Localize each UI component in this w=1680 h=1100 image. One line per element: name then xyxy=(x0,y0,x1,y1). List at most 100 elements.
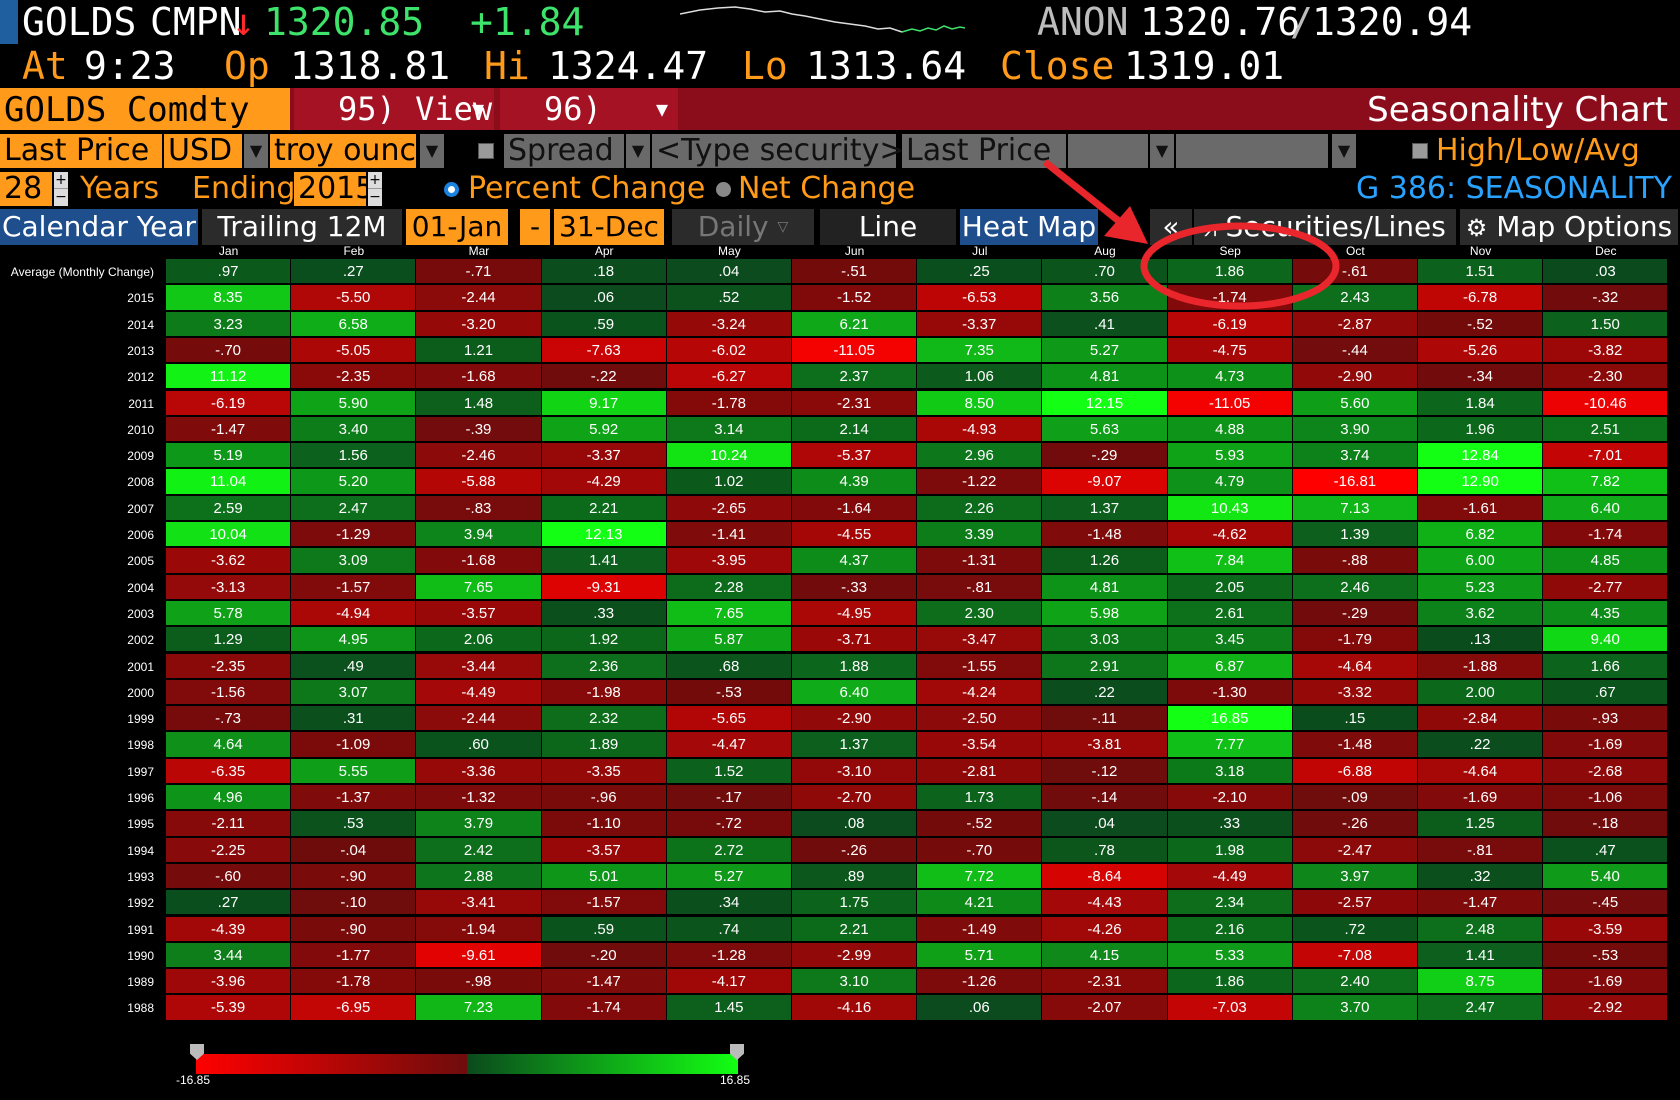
heat-map-cell[interactable]: 2.21 xyxy=(541,495,667,521)
heat-map-cell[interactable]: -16.81 xyxy=(1292,469,1418,495)
heat-map-cell[interactable]: 10.43 xyxy=(1167,495,1293,521)
heat-map-cell[interactable]: -2.31 xyxy=(792,390,918,416)
heat-map-cell[interactable]: 4.35 xyxy=(1543,600,1669,627)
heat-map-cell[interactable]: -3.96 xyxy=(166,969,292,995)
heat-map-cell[interactable]: 4.73 xyxy=(1167,364,1293,390)
heat-map-cell[interactable]: -1.79 xyxy=(1292,627,1418,653)
security-field[interactable]: GOLDS Comdty xyxy=(0,88,290,130)
heat-map-cell[interactable]: -4.75 xyxy=(1167,337,1293,364)
heat-map-cell[interactable]: -3.81 xyxy=(1042,732,1168,758)
heat-map-cell[interactable]: 2.46 xyxy=(1292,574,1418,600)
heat-map-cell[interactable]: -3.54 xyxy=(917,732,1043,758)
heat-map-cell[interactable]: .33 xyxy=(1167,811,1293,837)
heat-map-cell[interactable]: -4.93 xyxy=(917,416,1043,443)
heat-map-cell[interactable]: 11.04 xyxy=(166,469,292,495)
heat-map-cell[interactable]: 3.97 xyxy=(1292,863,1418,890)
heat-map-cell[interactable]: 4.64 xyxy=(166,732,292,758)
heat-map-cell[interactable]: 2.72 xyxy=(666,837,792,863)
heat-map-cell[interactable]: -2.44 xyxy=(416,285,542,311)
heat-map-cell[interactable]: 5.55 xyxy=(291,758,417,784)
view-menu[interactable]: 95) View ▼ xyxy=(294,88,494,130)
heat-map-cell[interactable]: .06 xyxy=(917,995,1043,1021)
heat-map-cell[interactable]: -1.47 xyxy=(1418,890,1544,916)
heat-map-cell[interactable]: -5.65 xyxy=(666,706,792,732)
heat-map-cell[interactable]: 4.81 xyxy=(1042,574,1168,600)
heat-map-cell[interactable]: 2.06 xyxy=(416,627,542,653)
heat-map-cell[interactable]: .59 xyxy=(541,311,667,337)
heat-map-cell[interactable]: 8.75 xyxy=(1418,969,1544,995)
security-input[interactable]: <Type security> xyxy=(652,134,905,168)
heat-map-cell[interactable]: -2.68 xyxy=(1543,758,1669,784)
heat-map-cell[interactable]: -.18 xyxy=(1543,811,1669,837)
heat-map-cell[interactable]: -1.30 xyxy=(1167,679,1293,706)
heat-map-cell[interactable]: 2.91 xyxy=(1042,653,1168,679)
heat-map-cell[interactable]: -6.27 xyxy=(666,364,792,390)
heat-map-cell[interactable]: 6.21 xyxy=(792,311,918,337)
heat-map-cell[interactable]: 2.59 xyxy=(166,495,292,521)
heat-map-cell[interactable]: -3.37 xyxy=(541,443,667,469)
heat-map-cell[interactable]: -.29 xyxy=(1292,600,1418,627)
heat-map-cell[interactable]: .68 xyxy=(666,653,792,679)
heat-map-cell[interactable]: -.09 xyxy=(1292,785,1418,811)
heat-map-cell[interactable]: -2.90 xyxy=(792,706,918,732)
heat-map-cell[interactable]: 3.40 xyxy=(291,416,417,443)
heat-map-cell[interactable]: 1.26 xyxy=(1042,548,1168,574)
heat-map-cell[interactable]: -3.36 xyxy=(416,758,542,784)
heat-map-cell[interactable]: 1.45 xyxy=(666,995,792,1021)
heat-map-cell[interactable]: 5.27 xyxy=(1042,337,1168,364)
heat-map-cell[interactable]: 3.18 xyxy=(1167,758,1293,784)
heat-map-cell[interactable]: .41 xyxy=(1042,311,1168,337)
heat-map-cell[interactable]: 1.75 xyxy=(792,890,918,916)
heat-map-cell[interactable]: .97 xyxy=(166,259,292,285)
collapse-icon[interactable]: « xyxy=(1150,209,1192,245)
column-header-apr[interactable]: Apr xyxy=(594,244,614,258)
heat-map-cell[interactable]: -.96 xyxy=(541,785,667,811)
heat-map-cell[interactable]: 1.37 xyxy=(1042,495,1168,521)
heat-map-cell[interactable]: -.26 xyxy=(1292,811,1418,837)
heat-map-cell[interactable]: 1.50 xyxy=(1543,311,1669,337)
percent-change-radio[interactable] xyxy=(444,182,459,197)
heat-map-cell[interactable]: 6.40 xyxy=(792,679,918,706)
heat-map-cell[interactable]: -1.57 xyxy=(291,574,417,600)
heat-map-cell[interactable]: 6.00 xyxy=(1418,548,1544,574)
heat-map-cell[interactable]: -3.35 xyxy=(541,758,667,784)
heat-map-cell[interactable]: -.81 xyxy=(917,574,1043,600)
heat-map-cell[interactable]: 6.87 xyxy=(1167,653,1293,679)
ending-year-field[interactable]: 2015 xyxy=(294,172,374,206)
heat-map-cell[interactable]: -9.31 xyxy=(541,574,667,600)
heat-map-cell[interactable]: -.20 xyxy=(541,942,667,969)
heat-map-cell[interactable]: -2.10 xyxy=(1167,785,1293,811)
heat-map-cell[interactable]: -4.43 xyxy=(1042,890,1168,916)
heat-map-cell[interactable]: -1.69 xyxy=(1543,732,1669,758)
heat-map-cell[interactable]: -1.78 xyxy=(291,969,417,995)
heat-map-cell[interactable]: 4.21 xyxy=(917,890,1043,916)
heat-map-cell[interactable]: -.45 xyxy=(1543,890,1669,916)
heat-map-cell[interactable]: .03 xyxy=(1543,259,1669,285)
heat-map-cell[interactable]: 9.17 xyxy=(541,390,667,416)
heat-map-cell[interactable]: 5.60 xyxy=(1292,390,1418,416)
heat-map-cell[interactable]: -.10 xyxy=(291,890,417,916)
heat-map-cell[interactable]: 5.20 xyxy=(291,469,417,495)
heat-map-cell[interactable]: -2.84 xyxy=(1418,706,1544,732)
heat-map-cell[interactable]: 8.50 xyxy=(917,390,1043,416)
heat-map-cell[interactable]: 3.07 xyxy=(291,679,417,706)
heat-map-cell[interactable]: .72 xyxy=(1292,916,1418,942)
heat-map-cell[interactable]: -2.25 xyxy=(166,837,292,863)
heat-map-cell[interactable]: 2.26 xyxy=(917,495,1043,521)
heat-map-cell[interactable]: -1.78 xyxy=(666,390,792,416)
heat-map-cell[interactable]: 2.00 xyxy=(1418,679,1544,706)
heat-map-cell[interactable]: -1.68 xyxy=(416,548,542,574)
heat-map-cell[interactable]: 3.39 xyxy=(917,522,1043,548)
net-change-radio[interactable] xyxy=(716,182,731,197)
heat-map-cell[interactable]: -3.32 xyxy=(1292,679,1418,706)
heat-map-cell[interactable]: -2.90 xyxy=(1292,364,1418,390)
heat-map-cell[interactable]: 2.16 xyxy=(1167,916,1293,942)
tab-trailing-12m[interactable]: Trailing 12M xyxy=(202,209,404,245)
heat-map-cell[interactable]: 4.15 xyxy=(1042,942,1168,969)
heat-map-cell[interactable]: 10.24 xyxy=(666,443,792,469)
heat-map-cell[interactable]: -2.92 xyxy=(1543,995,1669,1021)
heat-map-cell[interactable]: -.53 xyxy=(1543,942,1669,969)
heat-map-cell[interactable]: -.53 xyxy=(666,679,792,706)
heat-map-cell[interactable]: 5.40 xyxy=(1543,863,1669,890)
heat-map-cell[interactable]: -11.05 xyxy=(1167,390,1293,416)
